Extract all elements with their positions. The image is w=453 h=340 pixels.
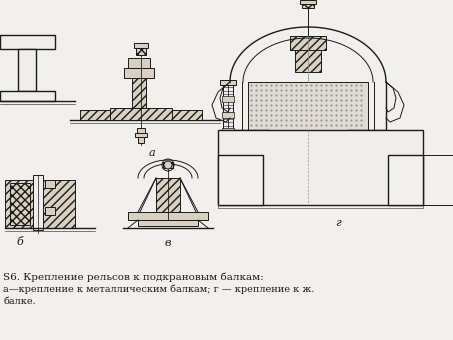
Bar — [80, 110, 110, 120]
Bar — [295, 50, 321, 72]
Bar — [302, 2, 314, 8]
Bar — [172, 110, 202, 120]
Bar — [18, 49, 36, 91]
Bar — [163, 162, 173, 168]
Bar — [223, 82, 233, 157]
Text: a: a — [149, 148, 155, 158]
Bar — [128, 212, 208, 220]
Bar — [137, 128, 145, 133]
Bar — [138, 220, 198, 226]
Text: г: г — [335, 218, 341, 228]
Bar — [222, 96, 234, 102]
Bar — [45, 180, 55, 188]
Text: в: в — [165, 238, 171, 248]
Bar — [0, 35, 55, 49]
Bar — [136, 48, 146, 55]
Text: Ѕ6. Крепление рельсов к подкрановым балкам:: Ѕ6. Крепление рельсов к подкрановым балк… — [3, 272, 264, 282]
Text: балке.: балке. — [3, 297, 36, 306]
Bar — [156, 178, 180, 212]
Bar — [128, 58, 150, 68]
Text: а—крепление к металлическим балкам; г — крепление к ж.: а—крепление к металлическим балкам; г — … — [3, 285, 314, 294]
Bar — [388, 155, 423, 205]
Bar — [134, 43, 148, 48]
Bar — [5, 180, 75, 228]
Bar — [110, 108, 172, 120]
Bar — [138, 137, 144, 143]
Bar — [222, 112, 234, 118]
Bar — [222, 128, 234, 134]
Bar — [220, 80, 236, 85]
Bar — [423, 155, 453, 205]
Bar — [124, 68, 154, 78]
Bar — [218, 155, 263, 205]
Bar — [33, 175, 43, 230]
Bar — [135, 133, 147, 137]
Bar — [45, 207, 55, 215]
Bar — [300, 0, 316, 4]
Bar — [290, 36, 326, 50]
Text: б: б — [17, 237, 24, 247]
Bar — [0, 91, 55, 101]
Bar — [132, 78, 146, 108]
Bar — [218, 130, 423, 205]
Bar — [10, 183, 30, 225]
Circle shape — [164, 161, 172, 169]
Bar — [248, 82, 368, 130]
Bar — [222, 144, 234, 150]
